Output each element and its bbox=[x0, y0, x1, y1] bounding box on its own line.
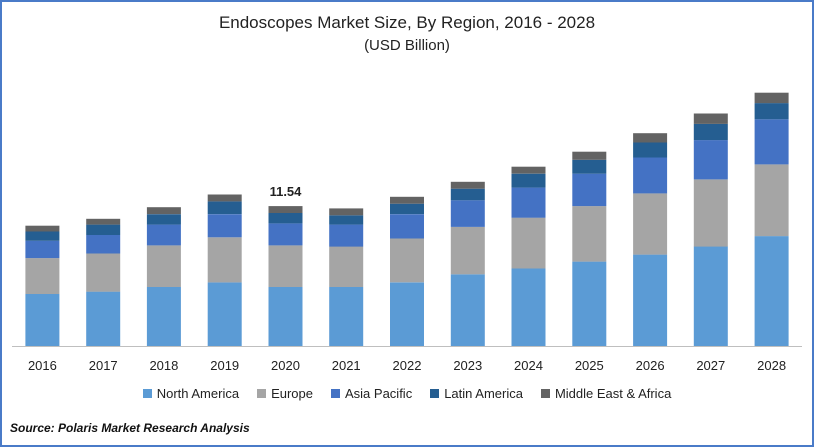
bar-2019-europe bbox=[207, 237, 242, 283]
bar-2025-asia-pacific bbox=[572, 173, 607, 207]
legend-item-north-america: North America bbox=[142, 386, 240, 401]
legend-label-latin-america: Latin America bbox=[444, 386, 523, 401]
legend-label-north-america: North America bbox=[156, 386, 240, 401]
bar-2023-middle-east-africa bbox=[450, 181, 485, 189]
bar-2023-asia-pacific bbox=[450, 200, 485, 227]
legend-swatch-mea bbox=[540, 389, 550, 398]
bar-2019-middle-east-africa bbox=[207, 194, 242, 202]
x-tick-label-2023: 2023 bbox=[453, 358, 482, 373]
bar-2018-north-america bbox=[146, 287, 181, 346]
legend-label-mea: Middle East & Africa bbox=[554, 386, 672, 401]
bar-2021-asia-pacific bbox=[329, 224, 364, 247]
bar-2018-asia-pacific bbox=[146, 224, 181, 246]
legend-label-europe: Europe bbox=[271, 386, 313, 401]
bar-2022-latin-america bbox=[390, 203, 424, 215]
legend-swatch-latin-america bbox=[430, 389, 440, 398]
x-tick-label-2026: 2026 bbox=[636, 358, 665, 373]
bar-2016-asia-pacific bbox=[25, 240, 60, 259]
bar-2016-middle-east-africa bbox=[25, 225, 60, 232]
bar-2018-middle-east-africa bbox=[146, 207, 181, 215]
x-tick-label-2028: 2028 bbox=[757, 358, 786, 373]
x-tick-label-2016: 2016 bbox=[28, 358, 57, 373]
source-note: Source: Polaris Market Research Analysis bbox=[10, 421, 250, 435]
bar-2027-latin-america bbox=[693, 123, 728, 141]
bar-2028-north-america bbox=[754, 236, 789, 346]
x-tick-label-2021: 2021 bbox=[332, 358, 361, 373]
x-tick-label-2020: 2020 bbox=[271, 358, 300, 373]
bar-2020-europe bbox=[268, 245, 303, 287]
bar-2027-middle-east-africa bbox=[693, 113, 728, 124]
bar-2025-north-america bbox=[572, 261, 607, 346]
bar-2022-middle-east-africa bbox=[390, 196, 424, 204]
bar-2019-north-america bbox=[207, 282, 242, 346]
bar-2021-north-america bbox=[329, 287, 364, 346]
bar-2024-asia-pacific bbox=[511, 187, 546, 218]
bar-2020-north-america bbox=[268, 287, 303, 346]
x-tick-label-2018: 2018 bbox=[149, 358, 178, 373]
bar-2017-europe bbox=[86, 253, 121, 292]
bar-2016-north-america bbox=[25, 294, 60, 346]
bar-2020-asia-pacific bbox=[268, 223, 303, 246]
x-tick-label-2027: 2027 bbox=[696, 358, 725, 373]
x-tick-label-2017: 2017 bbox=[89, 358, 118, 373]
legend-item-europe: Europe bbox=[257, 386, 313, 401]
x-tick-label-2019: 2019 bbox=[210, 358, 239, 373]
bar-2022-europe bbox=[390, 238, 424, 283]
legend-label-asia-pacific: Asia Pacific bbox=[345, 386, 413, 401]
x-tick-label-2022: 2022 bbox=[393, 358, 422, 373]
bar-2018-latin-america bbox=[146, 214, 181, 225]
legend-item-mea: Middle East & Africa bbox=[540, 386, 672, 401]
bar-2028-europe bbox=[754, 164, 789, 237]
bar-2027-north-america bbox=[693, 246, 728, 346]
chart-title: Endoscopes Market Size, By Region, 2016 … bbox=[218, 13, 596, 32]
bar-2024-north-america bbox=[511, 268, 546, 346]
bar-2025-latin-america bbox=[572, 159, 607, 174]
legend-swatch-north-america bbox=[142, 389, 152, 398]
legend-swatch-europe bbox=[257, 389, 267, 398]
bar-2025-europe bbox=[572, 206, 607, 262]
bar-2018-europe bbox=[146, 245, 181, 287]
bar-2023-europe bbox=[450, 226, 485, 275]
legend-item-latin-america: Latin America bbox=[430, 386, 523, 401]
bar-2021-middle-east-africa bbox=[329, 208, 364, 216]
bar-2020-latin-america bbox=[268, 213, 303, 224]
legend-swatch-asia-pacific bbox=[331, 389, 340, 398]
bar-2026-europe bbox=[633, 193, 668, 255]
bar-2021-europe bbox=[329, 246, 364, 287]
legend-item-asia-pacific: Asia Pacific bbox=[331, 386, 412, 401]
bar-2028-latin-america bbox=[754, 103, 789, 120]
bar-2026-middle-east-africa bbox=[633, 133, 668, 143]
bar-2016-latin-america bbox=[25, 231, 60, 241]
x-tick-label-2025: 2025 bbox=[575, 358, 604, 373]
bar-2017-middle-east-africa bbox=[86, 218, 121, 225]
bar-2023-north-america bbox=[450, 274, 485, 346]
bar-2028-asia-pacific bbox=[754, 119, 789, 165]
bar-2024-latin-america bbox=[511, 173, 546, 188]
bar-2026-north-america bbox=[633, 254, 668, 346]
bar-2017-latin-america bbox=[86, 224, 121, 235]
x-tick-label-2024: 2024 bbox=[514, 358, 543, 373]
bar-2026-asia-pacific bbox=[633, 157, 668, 194]
bar-2024-europe bbox=[511, 217, 546, 269]
chart-subtitle: (USD Billion) bbox=[364, 37, 450, 54]
bar-2024-middle-east-africa bbox=[511, 166, 546, 174]
bar-2027-asia-pacific bbox=[693, 140, 728, 180]
bar-2025-middle-east-africa bbox=[572, 151, 607, 160]
bar-2017-north-america bbox=[86, 291, 121, 346]
data-label-2020: 11.54 bbox=[270, 184, 303, 199]
bar-2027-europe bbox=[693, 179, 728, 247]
bar-2022-north-america bbox=[390, 282, 424, 346]
bar-2021-latin-america bbox=[329, 215, 364, 225]
bar-2019-asia-pacific bbox=[207, 214, 242, 238]
legend: North America Europe Asia Pacific Latin … bbox=[0, 386, 814, 401]
bar-2017-asia-pacific bbox=[86, 235, 121, 254]
bar-2016-europe bbox=[25, 258, 60, 294]
bar-2020-middle-east-africa bbox=[268, 206, 303, 213]
bar-2022-asia-pacific bbox=[390, 214, 424, 239]
bar-2019-latin-america bbox=[207, 201, 242, 215]
bar-2028-middle-east-africa bbox=[754, 92, 789, 104]
bar-2026-latin-america bbox=[633, 142, 668, 158]
bar-2023-latin-america bbox=[450, 188, 485, 201]
